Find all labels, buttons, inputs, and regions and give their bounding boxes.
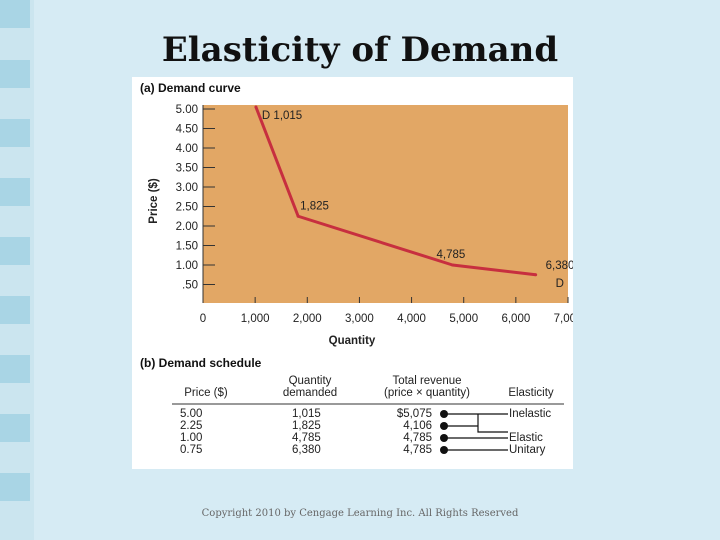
cell-price-row1: 5.00 xyxy=(180,408,203,420)
decor-tile xyxy=(0,237,30,265)
panel-a-label: (a) Demand curve xyxy=(140,81,241,95)
y-tick-label: 2.50 xyxy=(176,202,198,214)
header-elasticity: Elasticity xyxy=(508,387,554,399)
label-elastic: Elastic xyxy=(509,432,543,444)
cell-price-row3: 1.00 xyxy=(180,432,203,444)
label-unitary: Unitary xyxy=(509,444,546,456)
cell-revenue-row1: $5,075 xyxy=(396,408,432,420)
x-tick-label: 6,000 xyxy=(501,313,530,325)
copyright-notice: Copyright 2010 by Cengage Learning Inc. … xyxy=(201,508,519,519)
header-quantity-line1: Quantity xyxy=(288,375,332,387)
cell-price-row2: 2.25 xyxy=(180,420,203,432)
figure-panel: (a) Demand curve 5.00 4.50 4.00 3.50 3.00 2.5… xyxy=(132,77,573,469)
demand-schedule: (b) Demand schedule Price ($) Quantity d… xyxy=(132,356,573,469)
x-tick-label: 4,000 xyxy=(397,313,426,325)
x-tick-label: 7,000 xyxy=(554,313,573,325)
y-tick-label: 3.50 xyxy=(176,163,198,175)
demand-curve-chart: 5.00 4.50 4.00 3.50 3.00 2.50 2.00 1.50 1.00 .50 0… xyxy=(148,104,573,347)
demand-point xyxy=(451,263,455,267)
decor-tile xyxy=(0,296,30,324)
decor-tile xyxy=(0,414,30,442)
point-label: 6,380 xyxy=(546,260,573,272)
stray-mark xyxy=(0,403,1,405)
y-tick-label: 4.50 xyxy=(176,124,198,136)
point-label: 4,785 xyxy=(437,249,466,261)
schedule-lines xyxy=(172,403,564,454)
curve-end-label: D xyxy=(556,278,564,290)
x-tick-label: 5,000 xyxy=(449,313,478,325)
cell-quantity-row3: 4,785 xyxy=(292,432,321,444)
point-label: 1,825 xyxy=(300,200,329,212)
y-tick-label: 2.00 xyxy=(176,221,198,233)
demand-point xyxy=(296,214,300,218)
decor-tile xyxy=(0,473,30,501)
cell-revenue-row3: 4,785 xyxy=(403,432,432,444)
demand-curve-line xyxy=(254,106,536,277)
cell-revenue-row2: 4,106 xyxy=(403,420,432,432)
label-inelastic: Inelastic xyxy=(509,408,552,420)
header-price: Price ($) xyxy=(184,387,228,399)
connector-dot-row4 xyxy=(440,446,448,454)
decor-tile xyxy=(0,119,30,147)
y-tick-label: 5.00 xyxy=(176,104,198,116)
y-tick-label: 3.00 xyxy=(176,182,198,194)
demand-point xyxy=(254,105,258,109)
y-tick-label: 1.00 xyxy=(176,260,198,272)
slide-title: Elasticity of Demand xyxy=(161,30,559,70)
x-tick-label: 3,000 xyxy=(345,313,374,325)
panel-b-label: (b) Demand schedule xyxy=(140,356,262,370)
connector-dot-row2 xyxy=(440,422,448,430)
y-tick-label: 1.50 xyxy=(176,241,198,253)
decor-tile xyxy=(0,355,30,383)
cell-quantity-row1: 1,015 xyxy=(292,408,321,420)
x-axis-label: Quantity xyxy=(329,335,376,347)
demand-point xyxy=(534,273,538,277)
cell-quantity-row4: 6,380 xyxy=(292,444,321,456)
header-revenue-line1: Total revenue xyxy=(392,375,462,387)
y-tick-label: .50 xyxy=(182,280,198,292)
header-quantity-line2: demanded xyxy=(282,387,338,399)
cell-revenue-row4: 4,785 xyxy=(403,444,432,456)
cell-quantity-row2: 1,825 xyxy=(292,420,321,432)
x-tick-label: 0 xyxy=(200,313,206,325)
connector-dot-row1 xyxy=(440,410,448,418)
left-stripe xyxy=(0,0,34,540)
x-tick-label: 1,000 xyxy=(241,313,270,325)
decor-tile xyxy=(0,0,30,28)
connector-dot-row3 xyxy=(440,434,448,442)
bracket-elastic xyxy=(477,414,508,433)
cell-price-row4: 0.75 xyxy=(180,444,203,456)
decor-tile xyxy=(0,60,30,88)
decor-tile xyxy=(0,178,30,206)
header-revenue-line2: (price × quantity) xyxy=(384,387,470,399)
point-label: D 1,015 xyxy=(262,110,302,122)
y-tick-label: 4.00 xyxy=(176,143,198,155)
y-axis-label: Price ($) xyxy=(148,178,160,224)
x-tick-label: 2,000 xyxy=(293,313,322,325)
